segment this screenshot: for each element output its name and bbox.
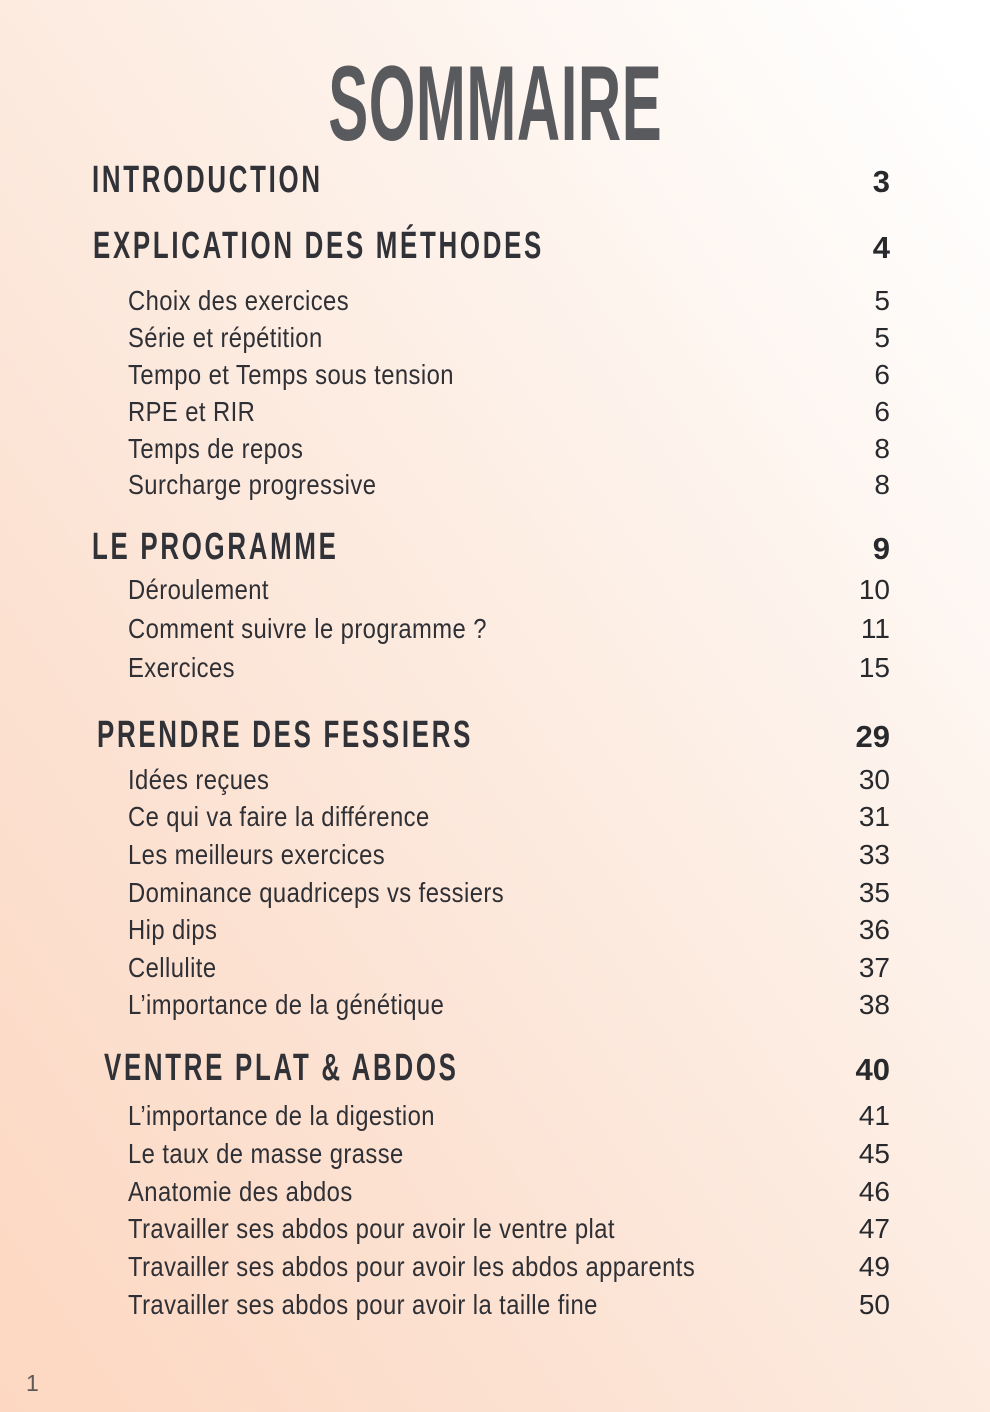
toc-section-label: VENTRE PLAT & ABDOS <box>104 1047 459 1089</box>
toc-entry-page: 50 <box>858 1289 890 1320</box>
toc-entry[interactable]: Ce qui va faire la différence 31 <box>128 801 890 833</box>
toc-entry-label: Hip dips <box>128 914 218 945</box>
page-title-text: SOMMAIRE <box>327 43 663 163</box>
toc-section-page: 40 <box>855 1052 890 1087</box>
toc-section-page: 4 <box>872 230 890 265</box>
toc-section-page: 29 <box>855 719 890 754</box>
toc-entry-label: Série et répétition <box>128 322 323 353</box>
toc-entry-page: 37 <box>858 952 890 983</box>
toc-entry-page: 45 <box>858 1138 890 1169</box>
toc-entry-label: Travailler ses abdos pour avoir le ventr… <box>128 1213 615 1244</box>
toc-entry-label: Travailler ses abdos pour avoir la taill… <box>128 1289 598 1320</box>
toc-entry-label: Anatomie des abdos <box>128 1176 353 1207</box>
toc-entry[interactable]: Les meilleurs exercices 33 <box>128 839 890 871</box>
toc-entry[interactable]: Travailler ses abdos pour avoir le ventr… <box>128 1213 890 1245</box>
toc-entry[interactable]: Surcharge progressive 8 <box>128 469 890 501</box>
toc-entry-page: 5 <box>874 322 890 353</box>
toc-entry[interactable]: L’importance de la digestion 41 <box>128 1100 890 1132</box>
toc-entry-page: 8 <box>874 433 890 464</box>
toc-section-label: LE PROGRAMME <box>92 526 339 568</box>
toc-section-explication-des-methodes[interactable]: EXPLICATION DES MÉTHODES 4 <box>93 225 890 268</box>
toc-entry-label: Tempo et Temps sous tension <box>128 359 454 390</box>
toc-entry-page: 11 <box>860 613 890 644</box>
toc-entry-page: 46 <box>858 1176 890 1207</box>
toc-entry-page: 47 <box>858 1213 890 1244</box>
toc-entry[interactable]: Hip dips 36 <box>128 914 890 946</box>
toc-entry-page: 49 <box>858 1251 890 1282</box>
toc-entry-page: 35 <box>858 877 890 908</box>
toc-entry[interactable]: Déroulement 10 <box>128 574 890 606</box>
toc-entry-label: Déroulement <box>128 574 269 605</box>
toc-section-page: 3 <box>872 164 890 199</box>
toc-entry-page: 36 <box>858 914 890 945</box>
toc-entry-label: Surcharge progressive <box>128 469 377 500</box>
toc-section-le-programme[interactable]: LE PROGRAMME 9 <box>92 526 890 569</box>
toc-entry-label: L’importance de la digestion <box>128 1100 435 1131</box>
toc-entry-label: Idées reçues <box>128 764 270 795</box>
toc-entry-page: 41 <box>858 1100 890 1131</box>
toc-entry-page: 5 <box>874 285 890 316</box>
toc-entry-label: Comment suivre le programme ? <box>128 613 487 644</box>
toc-entry-page: 30 <box>858 764 890 795</box>
toc-entry-label: Temps de repos <box>128 433 304 464</box>
toc-entry[interactable]: Série et répétition 5 <box>128 322 890 354</box>
toc-entry[interactable]: Comment suivre le programme ? 11 <box>128 613 890 645</box>
toc-entry-label: RPE et RIR <box>128 396 256 427</box>
toc-entry-label: Exercices <box>128 652 235 683</box>
toc-entry-label: L’importance de la génétique <box>128 989 445 1020</box>
toc-entry-label: Choix des exercices <box>128 285 350 316</box>
toc-section-label: PRENDRE DES FESSIERS <box>97 714 474 756</box>
toc-entry[interactable]: Anatomie des abdos 46 <box>128 1176 890 1208</box>
toc-section-label: INTRODUCTION <box>92 159 323 201</box>
toc-section-introduction[interactable]: INTRODUCTION 3 <box>92 159 890 202</box>
toc-entry[interactable]: Temps de repos 8 <box>128 433 890 465</box>
toc-entry-label: Les meilleurs exercices <box>128 839 386 870</box>
toc-entry-label: Dominance quadriceps vs fessiers <box>128 877 505 908</box>
toc-entry-label: Cellulite <box>128 952 217 983</box>
footer-page-number: 1 <box>26 1370 39 1396</box>
toc-entry-page: 6 <box>874 359 890 390</box>
toc-section-label: EXPLICATION DES MÉTHODES <box>93 225 545 267</box>
toc-entry[interactable]: Tempo et Temps sous tension 6 <box>128 359 890 391</box>
toc-entry[interactable]: L’importance de la génétique 38 <box>128 989 890 1021</box>
toc-entry-page: 33 <box>858 839 890 870</box>
toc-entry[interactable]: RPE et RIR 6 <box>128 396 890 428</box>
page-title: SOMMAIRE <box>0 50 990 157</box>
toc-entry[interactable]: Travailler ses abdos pour avoir la taill… <box>128 1289 890 1321</box>
toc-entry[interactable]: Dominance quadriceps vs fessiers 35 <box>128 877 890 909</box>
toc-entry-page: 8 <box>874 469 890 500</box>
toc-entry-page: 38 <box>858 989 890 1020</box>
toc-entry-page: 6 <box>874 396 890 427</box>
toc-section-page: 9 <box>872 531 890 566</box>
toc-entry[interactable]: Cellulite 37 <box>128 952 890 984</box>
toc-section-ventre-plat-abdos[interactable]: VENTRE PLAT & ABDOS 40 <box>104 1047 890 1090</box>
toc-entry[interactable]: Choix des exercices 5 <box>128 285 890 317</box>
toc-entry[interactable]: Le taux de masse grasse 45 <box>128 1138 890 1170</box>
toc-entry-page: 15 <box>858 652 890 683</box>
toc-entry[interactable]: Travailler ses abdos pour avoir les abdo… <box>128 1251 890 1283</box>
toc-entry-page: 31 <box>858 801 890 832</box>
toc-section-prendre-des-fessiers[interactable]: PRENDRE DES FESSIERS 29 <box>97 714 890 757</box>
toc-entry-page: 10 <box>858 574 890 605</box>
toc-entry[interactable]: Exercices 15 <box>128 652 890 684</box>
toc-entry-label: Le taux de masse grasse <box>128 1138 404 1169</box>
toc-entry-label: Travailler ses abdos pour avoir les abdo… <box>128 1251 696 1282</box>
toc-entry[interactable]: Idées reçues 30 <box>128 764 890 796</box>
toc-entry-label: Ce qui va faire la différence <box>128 801 430 832</box>
